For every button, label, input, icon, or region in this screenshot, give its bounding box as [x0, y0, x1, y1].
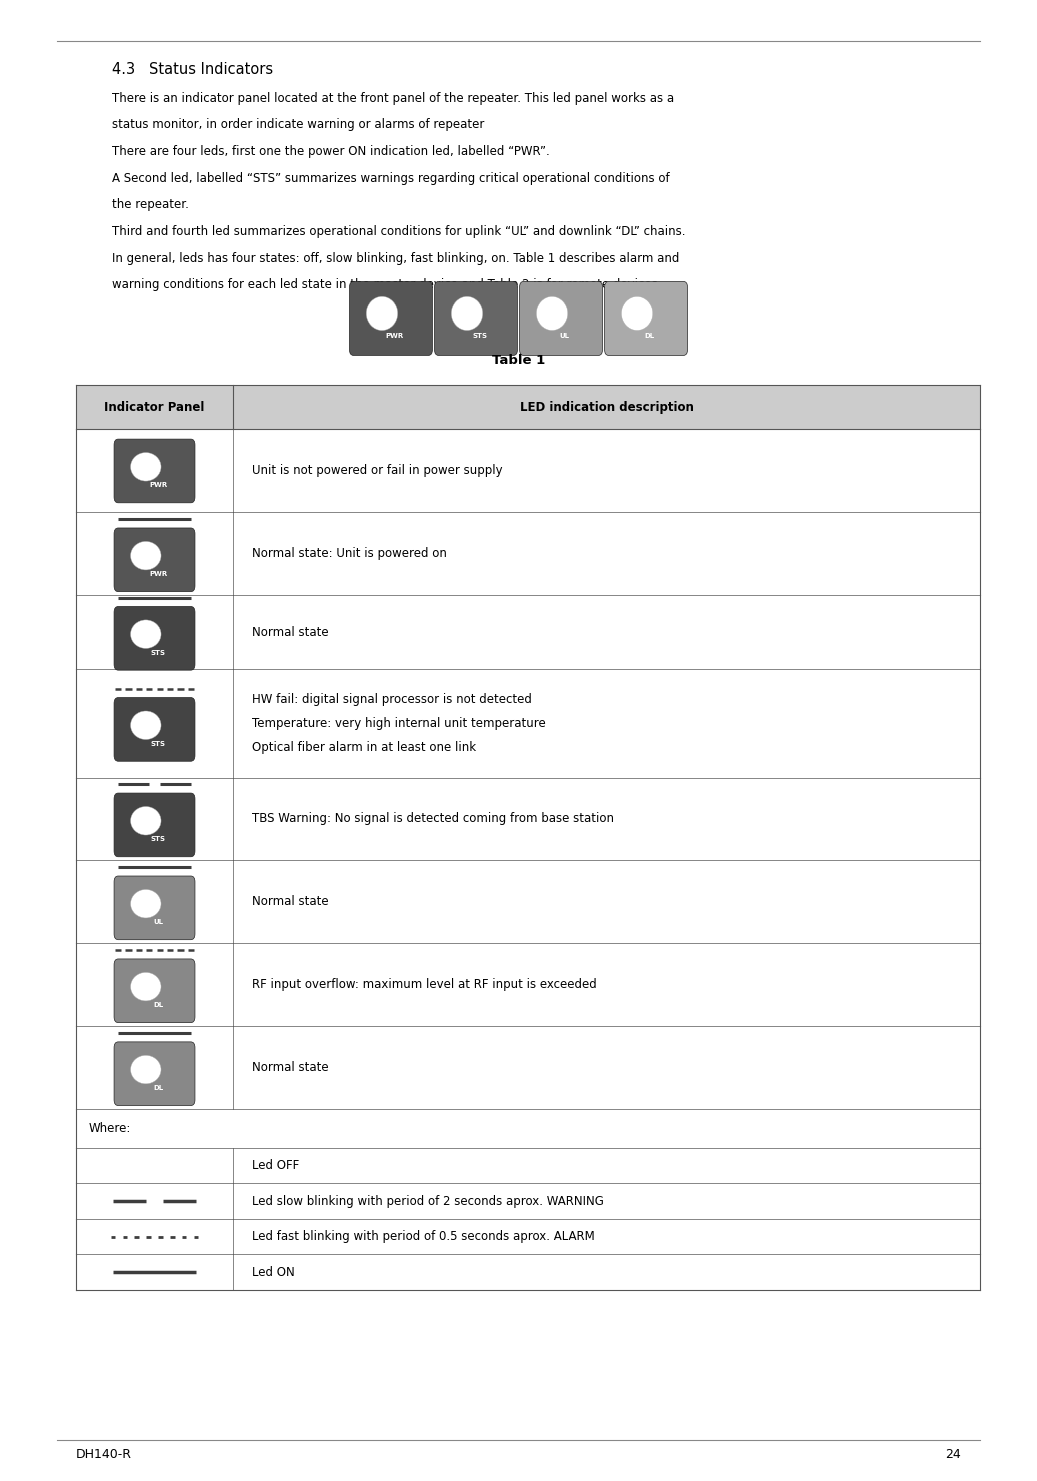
Ellipse shape	[131, 542, 161, 570]
FancyBboxPatch shape	[349, 281, 432, 355]
Text: Optical fiber alarm in at least one link: Optical fiber alarm in at least one link	[252, 740, 476, 754]
Text: DL: DL	[645, 333, 654, 339]
Text: the repeater.: the repeater.	[112, 198, 189, 212]
FancyBboxPatch shape	[114, 438, 195, 504]
Text: STS: STS	[472, 333, 487, 339]
Text: 4.3   Status Indicators: 4.3 Status Indicators	[112, 62, 273, 77]
Ellipse shape	[131, 453, 161, 481]
Text: Normal state: Normal state	[252, 896, 329, 908]
Text: STS: STS	[150, 837, 166, 843]
Text: A Second led, labelled “STS” summarizes warnings regarding critical operational : A Second led, labelled “STS” summarizes …	[112, 172, 670, 185]
Text: Led slow blinking with period of 2 seconds aprox. WARNING: Led slow blinking with period of 2 secon…	[252, 1195, 604, 1207]
FancyBboxPatch shape	[435, 281, 517, 355]
FancyBboxPatch shape	[114, 529, 195, 592]
Text: Where:: Where:	[88, 1123, 131, 1134]
Text: Led fast blinking with period of 0.5 seconds aprox. ALARM: Led fast blinking with period of 0.5 sec…	[252, 1231, 595, 1243]
FancyBboxPatch shape	[520, 281, 602, 355]
Text: HW fail: digital signal processor is not detected: HW fail: digital signal processor is not…	[252, 693, 532, 706]
Text: LED indication description: LED indication description	[520, 401, 694, 413]
Ellipse shape	[621, 296, 652, 330]
Text: DH140-R: DH140-R	[76, 1448, 132, 1460]
Text: DL: DL	[153, 1086, 163, 1091]
Text: UL: UL	[153, 920, 163, 926]
Text: DL: DL	[153, 1003, 163, 1009]
FancyBboxPatch shape	[114, 1043, 195, 1106]
Ellipse shape	[366, 296, 397, 330]
Text: Normal state: Normal state	[252, 1062, 329, 1074]
Ellipse shape	[536, 296, 567, 330]
Text: Led OFF: Led OFF	[252, 1160, 300, 1171]
Text: There are four leds, first one the power ON indication led, labelled “PWR”.: There are four leds, first one the power…	[112, 145, 550, 158]
Text: Table 1: Table 1	[492, 354, 545, 367]
Text: status monitor, in order indicate warning or alarms of repeater: status monitor, in order indicate warnin…	[112, 118, 484, 132]
Text: There is an indicator panel located at the front panel of the repeater. This led: There is an indicator panel located at t…	[112, 92, 674, 105]
Text: Led ON: Led ON	[252, 1266, 295, 1278]
FancyBboxPatch shape	[114, 698, 195, 761]
Ellipse shape	[131, 621, 161, 649]
Ellipse shape	[131, 807, 161, 835]
Text: Normal state: Unit is powered on: Normal state: Unit is powered on	[252, 548, 447, 560]
Text: Temperature: very high internal unit temperature: Temperature: very high internal unit tem…	[252, 717, 545, 730]
Text: PWR: PWR	[149, 572, 167, 578]
Text: Unit is not powered or fail in power supply: Unit is not powered or fail in power sup…	[252, 465, 503, 477]
FancyBboxPatch shape	[114, 877, 195, 940]
FancyBboxPatch shape	[114, 607, 195, 669]
FancyBboxPatch shape	[114, 960, 195, 1023]
FancyBboxPatch shape	[114, 794, 195, 857]
Text: Third and fourth led summarizes operational conditions for uplink “UL” and downl: Third and fourth led summarizes operatio…	[112, 225, 685, 238]
Text: warning conditions for each led state in the master device and Table 2 is for re: warning conditions for each led state in…	[112, 278, 662, 292]
Text: PWR: PWR	[386, 333, 403, 339]
FancyBboxPatch shape	[605, 281, 688, 355]
Ellipse shape	[131, 1056, 161, 1084]
Ellipse shape	[131, 711, 161, 739]
FancyBboxPatch shape	[76, 385, 980, 429]
Text: RF input overflow: maximum level at RF input is exceeded: RF input overflow: maximum level at RF i…	[252, 979, 596, 991]
Text: UL: UL	[560, 333, 569, 339]
Ellipse shape	[131, 973, 161, 1001]
Text: Normal state: Normal state	[252, 626, 329, 638]
Ellipse shape	[451, 296, 482, 330]
Text: In general, leds has four states: off, slow blinking, fast blinking, on. Table 1: In general, leds has four states: off, s…	[112, 252, 679, 265]
Text: TBS Warning: No signal is detected coming from base station: TBS Warning: No signal is detected comin…	[252, 813, 614, 825]
Ellipse shape	[131, 890, 161, 918]
Text: STS: STS	[150, 740, 166, 746]
Text: PWR: PWR	[149, 483, 167, 489]
Text: STS: STS	[150, 650, 166, 656]
Text: Indicator Panel: Indicator Panel	[105, 401, 204, 413]
Text: 24: 24	[946, 1448, 961, 1460]
